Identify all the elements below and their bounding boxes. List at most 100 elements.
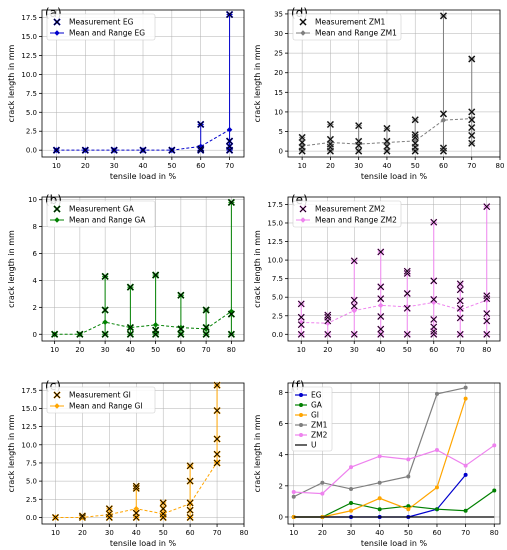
x-marker-stroke xyxy=(383,138,391,145)
measurement-point xyxy=(297,321,305,329)
x-marker-stroke xyxy=(228,330,235,338)
y-tick-label: 2.5 xyxy=(26,496,37,504)
x-marker-stroke xyxy=(298,134,306,141)
x-marker-stroke xyxy=(403,331,411,338)
x-marker-stroke xyxy=(483,310,491,317)
x-marker-stroke xyxy=(177,291,185,299)
x-marker-stroke xyxy=(430,277,438,285)
measurement-point xyxy=(430,315,438,324)
measurement-point xyxy=(227,310,236,318)
x-tick-label: 60 xyxy=(196,162,205,170)
measurement-point xyxy=(403,304,411,312)
x-marker-stroke xyxy=(411,116,419,124)
x-marker-stroke xyxy=(440,110,447,118)
y-tick-label: 10.0 xyxy=(21,441,37,449)
series-point-zm1 xyxy=(349,486,354,491)
mean-point xyxy=(324,320,331,326)
x-tick-label: 20 xyxy=(323,346,332,354)
measurement-point xyxy=(439,144,448,152)
x-tick-label: 40 xyxy=(139,162,148,170)
measurement-point xyxy=(132,484,140,493)
series-point-zm2 xyxy=(320,491,325,496)
x-marker-stroke xyxy=(127,283,134,291)
x-tick-label: 30 xyxy=(110,162,119,170)
legend-label-measurement: Measurement EG xyxy=(69,18,134,27)
legend-measurement-marker xyxy=(299,18,307,26)
measurement-point xyxy=(76,330,84,338)
x-marker-stroke xyxy=(297,300,305,308)
legend: Measurement GI Mean and Range GI xyxy=(46,386,156,414)
x-tick-label: 50 xyxy=(411,162,420,170)
measurement-point xyxy=(186,506,194,514)
x-marker-stroke xyxy=(403,270,411,277)
y-tick-label: 30 xyxy=(274,30,283,38)
legend-label-zm1: ZM1 xyxy=(311,421,328,430)
legend: Measurement ZM2 Mean and Range ZM2 xyxy=(292,200,402,228)
measurement-point xyxy=(225,10,234,19)
y-axis-label: crack length in mm xyxy=(253,414,262,492)
x-marker-stroke xyxy=(403,267,411,275)
x-marker-stroke xyxy=(456,314,464,322)
x-marker-stroke xyxy=(411,139,419,147)
x-tick-label: 30 xyxy=(347,529,356,537)
x-tick-label: 10 xyxy=(298,162,307,170)
x-tick-label: 50 xyxy=(151,346,160,354)
y-tick-label: 10.0 xyxy=(267,257,283,265)
x-marker-stroke xyxy=(324,311,332,319)
legend-mean-marker xyxy=(300,30,306,36)
y-tick-label: 10.0 xyxy=(21,71,37,79)
x-marker-stroke xyxy=(79,514,86,521)
legend-swatch-dot xyxy=(299,433,303,437)
measurement-point xyxy=(298,133,306,142)
mean-point xyxy=(430,299,437,306)
series-point-gi xyxy=(349,508,354,513)
y-tick-label: 12.5 xyxy=(21,423,37,431)
measurement-point xyxy=(213,406,221,415)
measurement-point xyxy=(151,326,160,334)
x-marker-stroke xyxy=(132,509,140,517)
x-marker-stroke xyxy=(197,145,205,152)
x-marker-stroke xyxy=(152,326,159,334)
x-marker-stroke xyxy=(197,121,205,128)
measurement-point xyxy=(439,12,448,20)
x-tick-label: 70 xyxy=(461,529,470,537)
measurement-point xyxy=(132,509,140,517)
y-tick-label: 0 xyxy=(279,148,283,156)
x-axis-label: tensile load in % xyxy=(361,172,428,181)
measurement-point xyxy=(383,137,391,145)
x-marker-stroke xyxy=(299,205,307,213)
x-marker-stroke xyxy=(456,286,464,294)
x-marker-stroke xyxy=(159,499,167,507)
x-tick-label: 40 xyxy=(376,346,385,354)
y-tick-label: 15 xyxy=(274,89,283,97)
x-tick-label: 70 xyxy=(456,346,465,354)
series-point-zm2 xyxy=(377,454,382,459)
x-tick-label: 10 xyxy=(52,162,61,170)
x-tick-label: 30 xyxy=(101,346,110,354)
y-tick-label: 17.5 xyxy=(267,201,283,209)
x-marker-stroke xyxy=(213,459,221,467)
measurement-point xyxy=(411,131,419,139)
plot-frame xyxy=(287,382,501,525)
x-marker-stroke xyxy=(213,435,221,443)
legend: Measurement EG Mean and Range EG xyxy=(46,13,156,41)
mean-point xyxy=(377,302,384,309)
x-tick-label: 60 xyxy=(439,162,448,170)
x-tick-label: 70 xyxy=(225,162,234,170)
measurement-point xyxy=(430,218,438,226)
x-marker-stroke xyxy=(440,12,447,20)
mean-point xyxy=(102,319,108,325)
x-marker-stroke xyxy=(186,506,194,514)
measurement-point xyxy=(202,330,210,338)
x-tick-label: 50 xyxy=(404,529,413,537)
x-tick-label: 40 xyxy=(382,162,391,170)
x-marker-stroke xyxy=(51,330,58,338)
y-axis-label: crack length in mm xyxy=(7,44,16,122)
series-point-ga xyxy=(349,500,354,505)
measurement-point xyxy=(81,146,89,154)
measurement-point xyxy=(213,450,221,458)
x-marker-stroke xyxy=(403,290,411,297)
legend-mean-marker xyxy=(300,217,306,223)
y-tick-label: 5 xyxy=(279,128,283,136)
measurement-point xyxy=(377,248,385,256)
